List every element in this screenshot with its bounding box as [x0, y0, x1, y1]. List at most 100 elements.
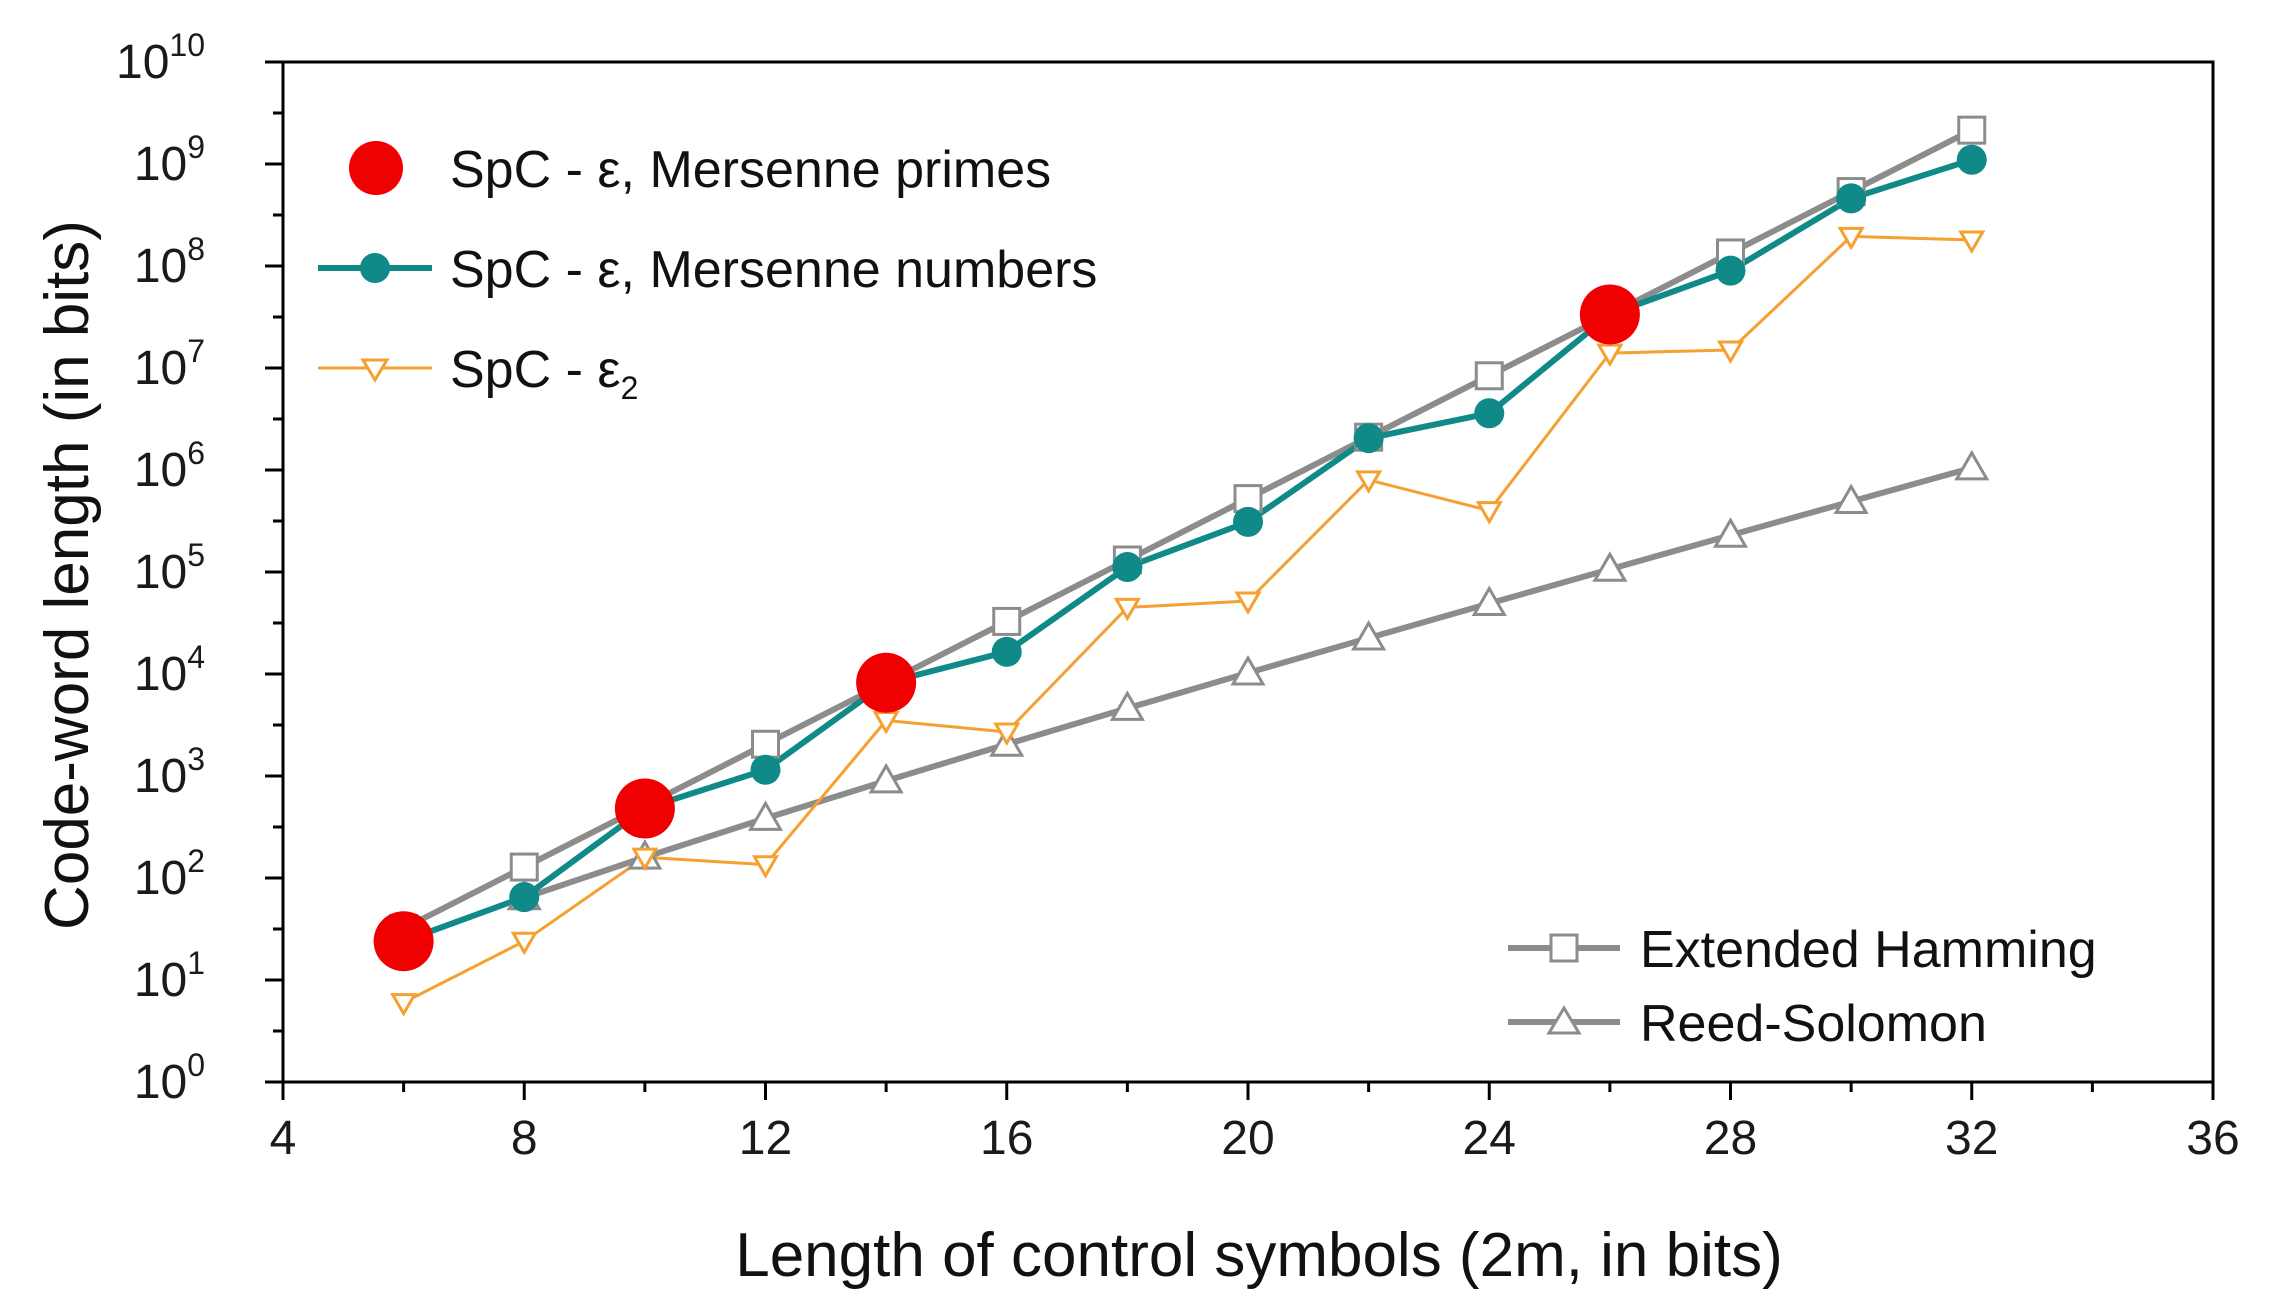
data-point — [991, 636, 1022, 667]
tick-labels: 4 8 12 16 20 24 28 32 36100101102103104105106107… — [116, 27, 2240, 1165]
data-point — [992, 606, 1022, 636]
data-point — [1474, 361, 1504, 391]
y-tick-label: 103 — [134, 741, 205, 803]
y-tick-base: 10 — [134, 342, 187, 395]
data-point — [1712, 517, 1749, 548]
legend-label-reed-solomon: Reed-Solomon — [1640, 995, 1987, 1053]
y-tick-label: 109 — [134, 129, 205, 191]
data-point — [509, 852, 539, 882]
legend-marker-mersenne-numbers — [360, 253, 390, 283]
data-point — [1474, 398, 1505, 429]
legend-marker-spc-e2 — [360, 358, 390, 383]
data-point — [631, 847, 659, 872]
series-layer — [373, 115, 1990, 1017]
data-point — [1355, 470, 1383, 494]
x-tick-label: 16 — [980, 1112, 1033, 1165]
x-tick-label: 36 — [2186, 1112, 2239, 1165]
data-point — [751, 855, 780, 879]
legend-item-spc-e2: SpC - ε2 — [318, 341, 638, 406]
x-tick-label: 20 — [1221, 1112, 1274, 1165]
y-tick-exponent: 5 — [187, 537, 205, 573]
y-tick-label: 100 — [134, 1047, 205, 1109]
data-point — [1109, 690, 1145, 721]
y-tick-exponent: 4 — [187, 639, 205, 675]
data-point — [1230, 654, 1266, 686]
y-tick-label: 105 — [134, 537, 205, 599]
legend-bottom: Extended Hamming Reed-Solomon — [1508, 921, 2097, 1053]
data-point — [1954, 449, 1990, 481]
legend-label-spc-e2-main: SpC - ε — [450, 341, 621, 399]
legend-item-mersenne-numbers: SpC - ε, Mersenne numbers — [318, 241, 1097, 299]
y-tick-base: 10 — [134, 648, 187, 701]
data-point — [1351, 620, 1387, 651]
y-tick-base: 10 — [134, 750, 187, 803]
y-tick-base: 10 — [134, 546, 187, 599]
data-point — [1715, 255, 1746, 286]
y-tick-base: 10 — [134, 1056, 187, 1109]
x-tick-label: 32 — [1945, 1112, 1998, 1165]
data-point — [751, 729, 780, 759]
data-point — [1579, 284, 1640, 345]
data-point — [1837, 226, 1865, 251]
x-tick-label: 4 — [270, 1112, 297, 1165]
data-point — [1716, 340, 1745, 365]
data-point — [509, 882, 540, 913]
y-tick-exponent: 10 — [169, 27, 205, 63]
data-point — [1475, 501, 1503, 525]
y-tick-label: 107 — [134, 333, 205, 395]
series-line — [402, 234, 1972, 1004]
y-tick-base: 10 — [134, 444, 187, 497]
y-tick-base: 10 — [134, 852, 187, 905]
data-point — [1836, 183, 1867, 214]
legend-marker-mersenne-primes — [349, 141, 403, 195]
legend-marker-reed-solomon — [1546, 1005, 1582, 1035]
data-point — [1112, 551, 1143, 582]
data-point — [1596, 343, 1624, 368]
data-point — [747, 800, 784, 831]
x-axis-title: Length of control symbols (2m, in bits) — [735, 1221, 1783, 1290]
legend-item-mersenne-primes: SpC - ε, Mersenne primes — [349, 141, 1051, 199]
data-point — [750, 754, 781, 785]
legend-label-mersenne-numbers: SpC - ε, Mersenne numbers — [450, 241, 1097, 299]
legend-item-reed-solomon: Reed-Solomon — [1508, 995, 1987, 1053]
y-tick-exponent: 9 — [187, 129, 205, 165]
data-point — [1958, 230, 1986, 254]
y-tick-exponent: 3 — [187, 741, 205, 777]
y-tick-exponent: 6 — [187, 435, 205, 471]
data-point — [614, 778, 675, 839]
y-tick-exponent: 1 — [187, 945, 205, 981]
grid-and-ticks — [265, 60, 2215, 1100]
data-point — [1353, 423, 1384, 454]
y-axis-title: Code-word length (in bits) — [33, 220, 102, 930]
y-tick-exponent: 2 — [187, 843, 205, 879]
data-point — [390, 993, 418, 1017]
y-tick-exponent: 0 — [187, 1047, 205, 1083]
y-tick-label: 104 — [134, 639, 205, 701]
y-tick-base: 10 — [134, 240, 187, 293]
y-tick-label: 1010 — [116, 27, 205, 89]
x-tick-label: 24 — [1463, 1112, 1516, 1165]
y-tick-label: 102 — [134, 843, 205, 905]
y-tick-exponent: 7 — [187, 333, 205, 369]
data-point — [1833, 483, 1869, 514]
y-tick-label: 108 — [134, 231, 205, 293]
data-point — [868, 762, 904, 794]
data-point — [1233, 506, 1263, 537]
data-point — [373, 911, 434, 972]
data-point — [1234, 591, 1262, 615]
legend-label-spc-e2-subscript: 2 — [621, 370, 639, 406]
x-tick-label: 28 — [1704, 1112, 1757, 1165]
legend-item-extended-hamming: Extended Hamming — [1508, 921, 2097, 979]
legend-top: SpC - ε, Mersenne primes SpC - ε, Mersen… — [318, 141, 1097, 406]
data-point — [856, 652, 917, 713]
y-tick-base: 10 — [116, 36, 169, 89]
legend-marker-extended-hamming — [1549, 933, 1579, 963]
x-tick-label: 12 — [739, 1112, 792, 1165]
legend-label-mersenne-primes: SpC - ε, Mersenne primes — [450, 141, 1051, 199]
legend-label-extended-hamming: Extended Hamming — [1640, 921, 2097, 979]
data-point — [1592, 551, 1628, 582]
y-tick-label: 106 — [134, 435, 205, 497]
y-tick-base: 10 — [134, 138, 187, 191]
data-point — [1957, 115, 1987, 145]
